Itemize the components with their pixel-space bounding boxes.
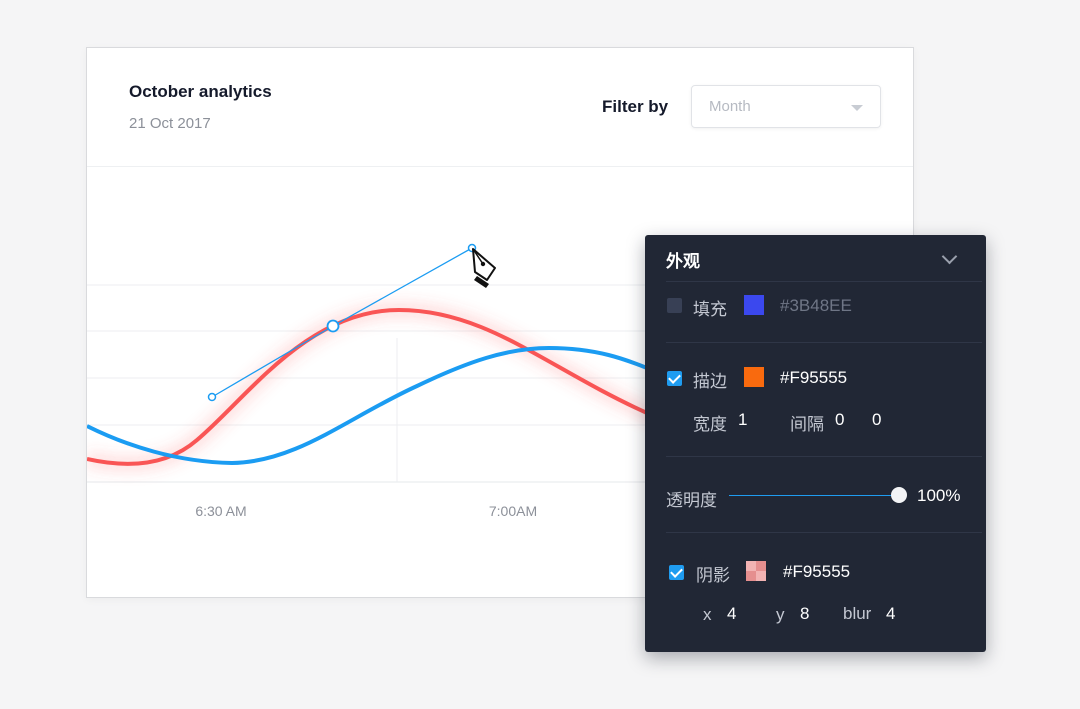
anchor-handle-start[interactable] xyxy=(207,392,217,402)
fill-color-swatch[interactable] xyxy=(744,295,764,315)
stroke-width-input[interactable]: 1 xyxy=(738,410,748,429)
shadow-x-input[interactable]: 4 xyxy=(727,604,737,623)
shadow-checkbox[interactable] xyxy=(669,565,684,580)
stroke-color-hex[interactable]: #F95555 xyxy=(780,368,848,387)
filter-label: Filter by xyxy=(602,97,669,116)
card-title: October analytics xyxy=(129,82,272,101)
shadow-x-label: x xyxy=(703,605,712,624)
shadow-color-hex[interactable]: #F95555 xyxy=(783,562,851,581)
panel-divider xyxy=(666,342,982,343)
panel-divider xyxy=(666,532,982,533)
anchor-point[interactable] xyxy=(326,319,340,333)
opacity-slider-knob[interactable] xyxy=(891,487,907,503)
chevron-down-icon[interactable] xyxy=(941,248,958,265)
shadow-color-swatch[interactable] xyxy=(746,561,766,581)
x-tick-label: 7:00AM xyxy=(489,503,537,519)
panel-title: 外观 xyxy=(666,252,700,271)
shadow-blur-label: blur xyxy=(843,604,872,623)
stroke-color-swatch[interactable] xyxy=(744,367,764,387)
panel-divider xyxy=(666,456,982,457)
panel-divider xyxy=(666,281,982,282)
stroke-gap-input-2[interactable]: 0 xyxy=(872,410,882,429)
stroke-label: 描边 xyxy=(693,372,727,391)
opacity-label: 透明度 xyxy=(666,491,717,510)
x-tick-label: 6:30 AM xyxy=(195,503,246,519)
header-divider xyxy=(87,166,913,167)
shadow-y-input[interactable]: 8 xyxy=(800,604,810,623)
caret-down-icon xyxy=(851,105,863,111)
shadow-label: 阴影 xyxy=(696,566,730,585)
card-date: 21 Oct 2017 xyxy=(129,115,211,132)
fill-checkbox[interactable] xyxy=(667,298,682,313)
stroke-checkbox[interactable] xyxy=(667,371,682,386)
opacity-value: 100% xyxy=(917,486,961,505)
opacity-slider-track[interactable] xyxy=(729,495,899,496)
fill-color-hex[interactable]: #3B48EE xyxy=(780,296,852,315)
x-axis-labels: 6:30 AM 7:00AM xyxy=(195,503,537,519)
shadow-y-label: y xyxy=(776,605,785,624)
month-select-value: Month xyxy=(709,98,751,115)
shadow-blur-input[interactable]: 4 xyxy=(886,604,896,623)
stroke-width-label: 宽度 xyxy=(693,415,727,434)
appearance-panel: 外观 填充 #3B48EE 描边 #F95555 宽度 1 间隔 0 0 透明度… xyxy=(645,235,986,652)
fill-label: 填充 xyxy=(693,300,727,319)
month-select[interactable]: Month xyxy=(691,85,881,128)
stroke-gap-label: 间隔 xyxy=(790,415,824,434)
stroke-gap-input-1[interactable]: 0 xyxy=(835,410,845,429)
pen-tool-icon xyxy=(472,248,496,288)
